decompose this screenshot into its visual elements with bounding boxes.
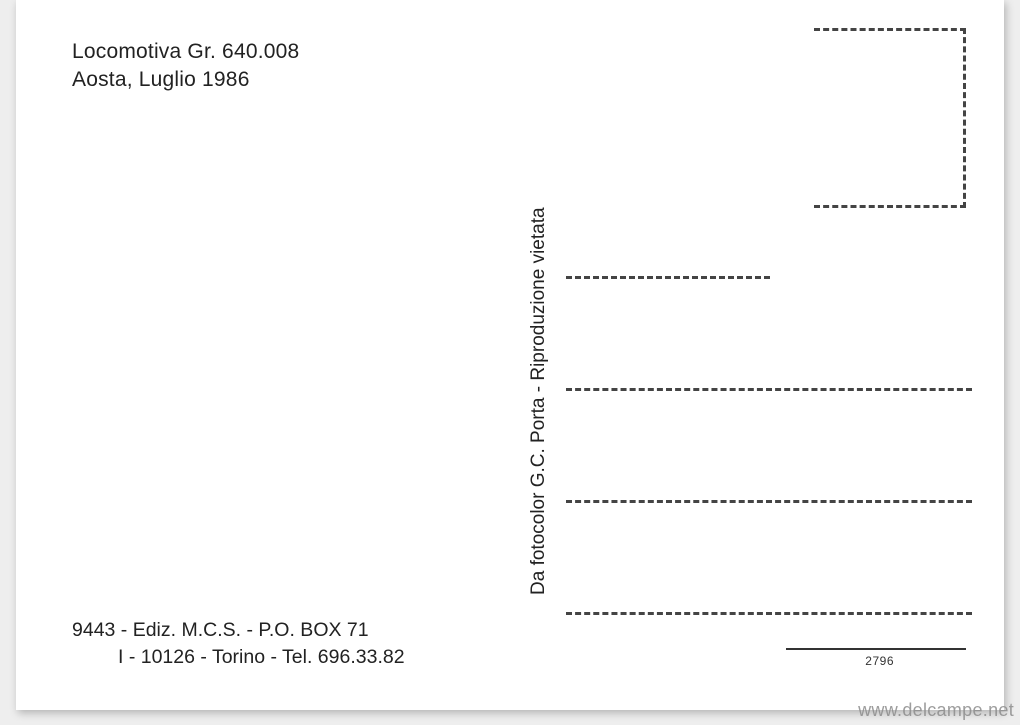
address-line-full [566,500,972,503]
caption-line-1: Locomotiva Gr. 640.008 [72,38,299,66]
serial-underline [786,648,966,650]
address-line-3-group [566,500,972,503]
caption-line-2: Aosta, Luglio 1986 [72,66,299,94]
address-line-full [566,612,972,615]
address-line-short [566,276,770,279]
publisher-block: 9443 - Ediz. M.C.S. - P.O. BOX 71 I - 10… [72,617,405,670]
caption-block: Locomotiva Gr. 640.008 Aosta, Luglio 198… [72,38,299,95]
address-line-4-group [566,612,972,615]
postcard-back: Locomotiva Gr. 640.008 Aosta, Luglio 198… [16,0,1004,710]
address-line-full [566,388,972,391]
stamp-placeholder [814,28,966,208]
photo-credit-vertical: Da fotocolor G.C. Porta - Riproduzione v… [528,115,550,595]
publisher-line-2: I - 10126 - Torino - Tel. 696.33.82 [72,644,405,670]
watermark-text: www.delcampe.net [858,700,1014,721]
publisher-line-1: 9443 - Ediz. M.C.S. - P.O. BOX 71 [72,617,405,643]
address-line-2-group [566,388,972,391]
serial-number: 2796 [865,654,894,668]
